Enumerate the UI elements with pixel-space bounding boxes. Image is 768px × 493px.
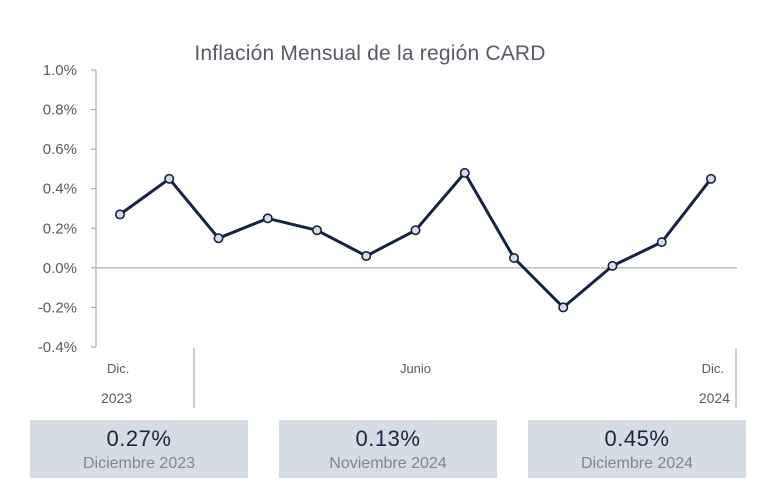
summary-card-2: 0.13% Noviembre 2024 (279, 420, 497, 478)
data-point (607, 260, 618, 271)
x-tick-label: Dic. (702, 361, 724, 376)
data-point (558, 302, 569, 313)
summary-card-3: 0.45% Diciembre 2024 (528, 420, 746, 478)
summary-card-value: 0.45% (604, 426, 670, 451)
summary-card-label: Diciembre 2024 (580, 455, 694, 472)
data-point (705, 173, 716, 184)
data-point (213, 233, 224, 244)
year-label: 2024 (699, 390, 730, 406)
y-tick-label: 0.8% (43, 102, 77, 119)
data-point (508, 252, 519, 263)
data-point (459, 167, 470, 178)
y-tick-label: -0.2% (38, 299, 77, 316)
chart-title: Inflación Mensual de la región CARD (194, 42, 546, 65)
summary-card-1: 0.27% Diciembre 2023 (30, 420, 248, 478)
data-point (262, 213, 273, 224)
summary-card-value: 0.13% (355, 426, 421, 451)
y-tick-label: 0.4% (43, 181, 77, 198)
data-point (164, 173, 175, 184)
y-tick-label: -0.4% (38, 339, 77, 356)
data-point (311, 225, 322, 236)
year-label: 2023 (101, 390, 132, 406)
y-tick-label: 0.2% (43, 220, 77, 237)
x-tick-label: Dic. (107, 361, 129, 376)
y-tick-label: 0.0% (43, 260, 77, 277)
summary-card-label: Noviembre 2024 (329, 455, 447, 472)
summary-cards: 0.27% Diciembre 2023 0.13% Noviembre 202… (0, 420, 768, 478)
series-line (118, 171, 713, 309)
y-tick-label: 1.0% (43, 62, 77, 79)
summary-card-label: Diciembre 2023 (82, 455, 196, 472)
data-point (361, 250, 372, 261)
data-point (115, 209, 126, 220)
summary-card-value: 0.27% (106, 426, 172, 451)
data-point (656, 237, 667, 248)
x-tick-label: Junio (400, 361, 431, 376)
data-point (410, 225, 421, 236)
line-chart: 1.0% 0.8% 0.6% 0.4% 0.2% 0.0% -0.2% -0.4% Dic. Ju… (38, 62, 737, 408)
y-tick-label: 0.6% (43, 141, 77, 158)
